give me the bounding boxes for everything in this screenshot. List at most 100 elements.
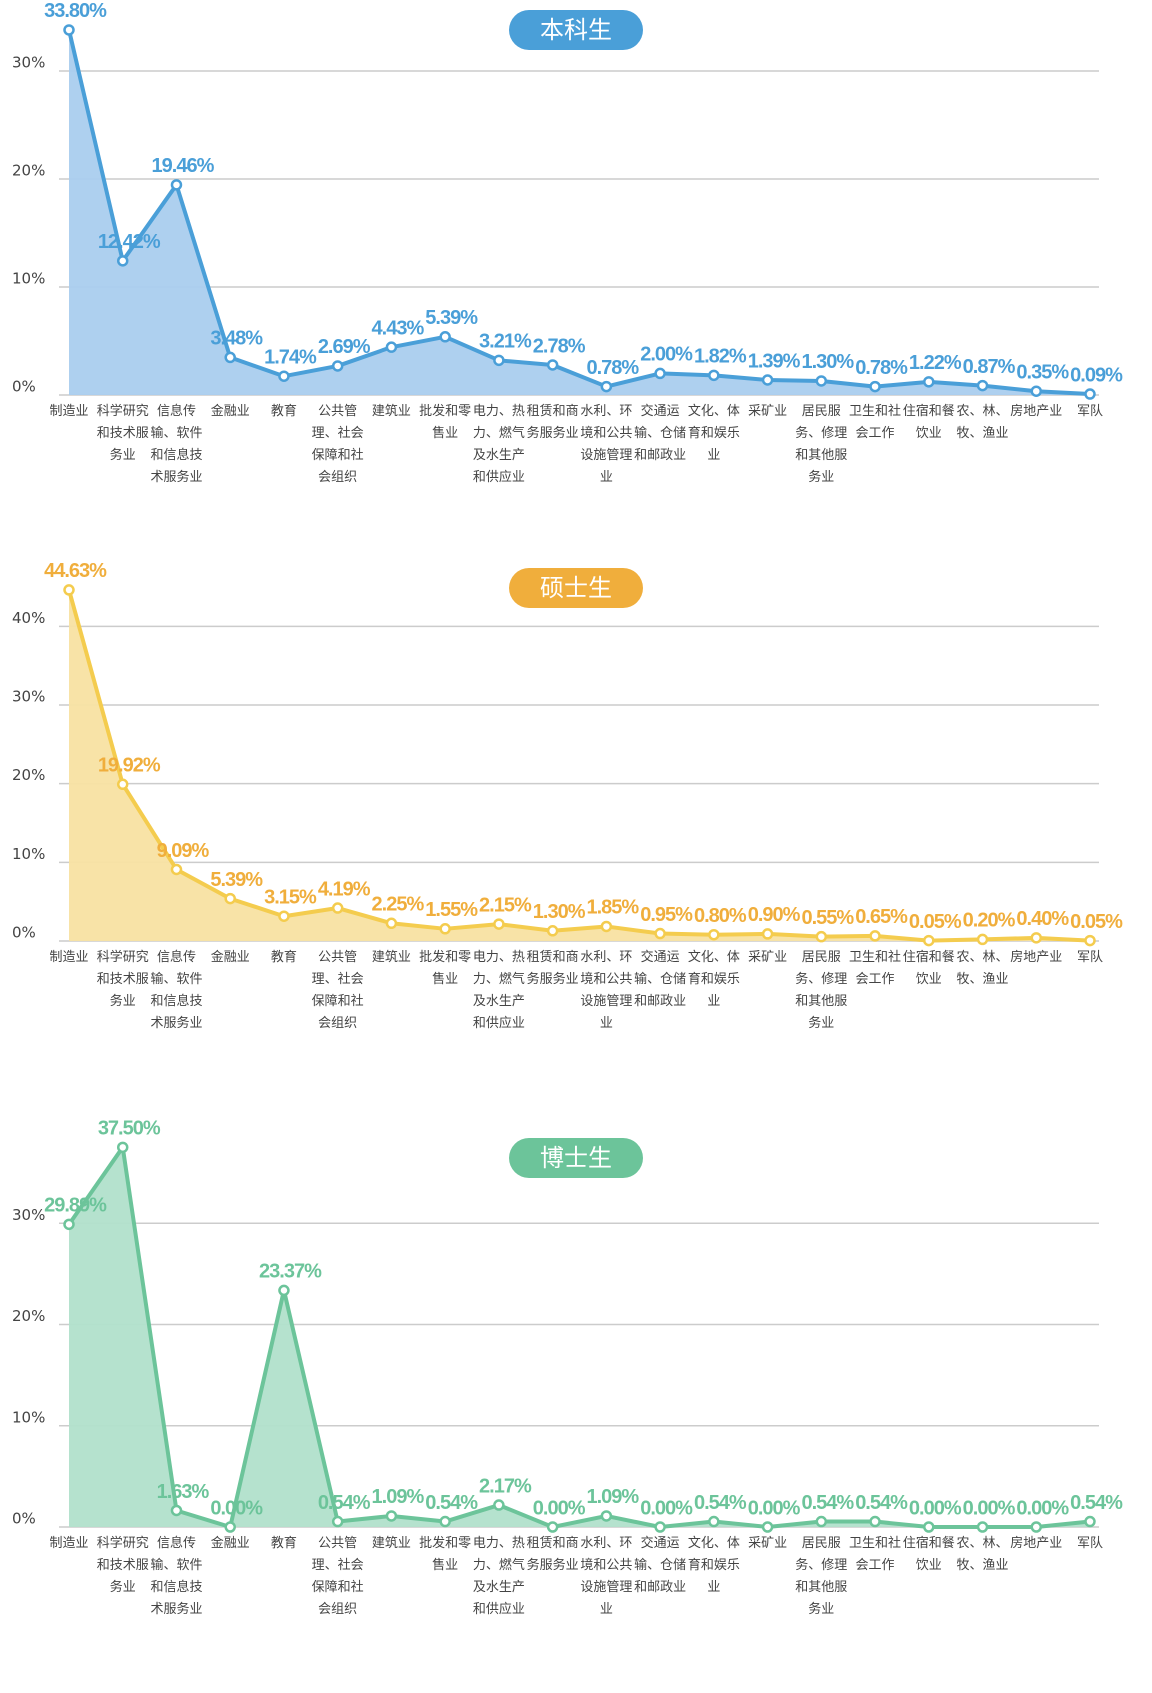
point <box>1084 388 1096 400</box>
y-tick-label: 0% <box>12 1510 36 1528</box>
data-label: 0.00% <box>533 1497 586 1519</box>
data-label: 0.54% <box>318 1492 371 1514</box>
data-label: 0.54% <box>1070 1492 1123 1514</box>
data-label: 0.00% <box>748 1497 801 1519</box>
point <box>976 1521 989 1533</box>
point <box>1030 932 1043 944</box>
y-tick-label: 30% <box>12 688 45 706</box>
x-tick-label: 采矿业 <box>748 1536 788 1551</box>
y-tick-label: 20% <box>12 766 45 784</box>
x-tick-label: 农、林、牧、渔业 <box>956 404 1009 441</box>
data-label: 2.69% <box>318 336 371 358</box>
point <box>63 1218 75 1231</box>
point <box>1030 1521 1043 1533</box>
data-label: 3.21% <box>479 331 532 353</box>
point <box>278 1284 290 1297</box>
x-tick-label: 采矿业 <box>748 404 788 419</box>
point <box>546 925 559 937</box>
x-tick-label: 建筑业 <box>371 950 411 965</box>
data-label: 29.89% <box>44 1195 107 1217</box>
point <box>976 933 989 946</box>
point <box>385 1510 398 1522</box>
point <box>976 379 989 392</box>
y-tick-label: 10% <box>12 270 45 288</box>
point <box>600 380 613 393</box>
data-label: 0.95% <box>640 904 693 926</box>
point <box>170 863 183 876</box>
point <box>708 1515 720 1528</box>
data-label: 9.09% <box>157 840 210 862</box>
x-tick-label: 采矿业 <box>748 950 788 965</box>
data-label: 1.09% <box>587 1486 640 1508</box>
data-label: 0.05% <box>1070 911 1123 933</box>
y-tick-label: 20% <box>12 162 45 180</box>
x-tick-label: 住宿和餐饮业 <box>902 950 955 987</box>
data-label: 2.00% <box>640 344 693 366</box>
y-tick-label: 10% <box>12 845 45 863</box>
point <box>546 1521 559 1533</box>
point <box>600 920 613 933</box>
x-tick-label: 军队 <box>1076 950 1103 965</box>
point <box>869 930 881 942</box>
data-label: 2.17% <box>479 1475 532 1497</box>
x-tick-label: 卫生和社会工作 <box>849 950 902 987</box>
x-tick-label: 教育 <box>270 950 297 965</box>
data-label: 1.85% <box>587 897 640 919</box>
point <box>654 1521 666 1533</box>
area <box>69 589 1090 941</box>
point <box>493 918 505 930</box>
x-tick-label: 金融业 <box>210 404 250 419</box>
x-tick-label: 电力、热力、燃气及水生产和供应业 <box>472 404 525 485</box>
data-label: 0.40% <box>1016 908 1069 930</box>
data-label: 0.20% <box>963 910 1016 932</box>
point <box>923 934 935 947</box>
x-tick-label: 房地产业 <box>1010 1536 1063 1551</box>
point <box>546 359 559 371</box>
data-label: 37.50% <box>98 1118 161 1140</box>
x-tick-label: 军队 <box>1076 404 1103 419</box>
data-label: 3.15% <box>264 887 317 909</box>
x-tick-label: 批发和零售业 <box>419 950 472 987</box>
data-label: 1.30% <box>533 901 586 923</box>
x-tick-label: 教育 <box>270 404 297 419</box>
data-label: 0.00% <box>1016 1497 1069 1519</box>
point <box>224 351 236 364</box>
data-label: 0.54% <box>694 1492 747 1514</box>
y-tick-label: 0% <box>12 924 36 942</box>
x-tick-label: 建筑业 <box>371 1536 411 1551</box>
x-tick-label: 制造业 <box>49 950 89 965</box>
x-tick-label: 公共管理、社会保障和社会组织 <box>311 950 364 1031</box>
x-tick-label: 交通运输、仓储和邮政业 <box>634 1536 687 1595</box>
data-label: 1.30% <box>801 351 854 373</box>
x-tick-label: 卫生和社会工作 <box>849 404 902 441</box>
data-label: 0.54% <box>425 1492 478 1514</box>
data-label: 0.54% <box>801 1492 854 1514</box>
data-label: 1.22% <box>909 352 962 374</box>
x-tick-label: 金融业 <box>210 1536 250 1551</box>
x-tick-label: 租赁和商务服务业 <box>526 404 579 441</box>
point <box>1084 934 1096 947</box>
x-tick-label: 水利、环境和公共设施管理业 <box>580 404 633 485</box>
point <box>224 1521 236 1533</box>
data-label: 1.74% <box>264 346 317 368</box>
data-label: 1.63% <box>157 1481 210 1503</box>
x-tick-label: 批发和零售业 <box>419 1536 472 1573</box>
data-label: 0.00% <box>640 1497 693 1519</box>
x-tick-label: 科学研究和技术服务业 <box>96 950 149 1009</box>
y-tick-label: 20% <box>12 1307 45 1325</box>
data-label: 12.42% <box>98 231 161 253</box>
y-tick-label: 10% <box>12 1408 45 1426</box>
data-label: 0.65% <box>855 906 908 928</box>
point <box>439 1515 451 1528</box>
data-label: 0.55% <box>801 907 854 929</box>
x-tick-label: 居民服务、修理和其他服务业 <box>795 404 848 485</box>
x-tick-label: 科学研究和技术服务业 <box>96 404 149 463</box>
x-tick-label: 文化、体育和娱乐业 <box>687 1536 740 1595</box>
data-label: 19.46% <box>152 155 215 177</box>
line <box>67 589 1091 943</box>
x-tick-label: 住宿和餐饮业 <box>902 1536 955 1573</box>
point <box>331 360 344 372</box>
point <box>439 331 451 343</box>
x-tick-label: 农、林、牧、渔业 <box>956 1536 1009 1573</box>
